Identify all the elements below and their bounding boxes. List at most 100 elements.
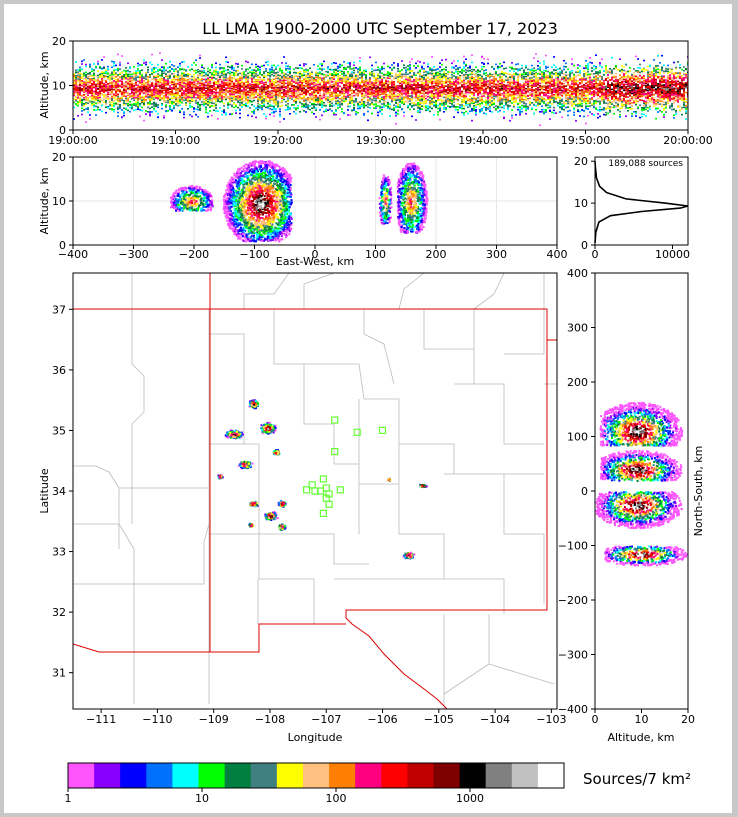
time-height-source-mark bbox=[147, 69, 149, 71]
time-height-source-mark bbox=[89, 66, 91, 68]
time-height-source-mark bbox=[193, 79, 195, 81]
time-height-source-mark bbox=[285, 91, 287, 93]
time-height-source-mark bbox=[189, 83, 191, 86]
time-height-source-mark bbox=[169, 93, 171, 96]
time-height-source-mark bbox=[223, 72, 225, 75]
time-height-source-mark bbox=[257, 106, 259, 109]
time-height-source-mark bbox=[205, 101, 207, 103]
time-height-source-mark bbox=[305, 63, 307, 65]
time-height-source-mark bbox=[185, 85, 187, 88]
time-height-source-mark bbox=[147, 106, 149, 109]
time-height-source-mark bbox=[319, 109, 321, 111]
time-height-source-mark bbox=[253, 85, 255, 87]
time-height-source-mark bbox=[185, 73, 187, 76]
time-height-source-mark bbox=[277, 95, 279, 98]
time-height-source-mark bbox=[343, 100, 345, 102]
time-height-source-mark bbox=[359, 57, 361, 59]
time-height-source-mark bbox=[123, 82, 125, 84]
time-height-source-mark bbox=[195, 88, 197, 91]
time-height-source-mark bbox=[119, 97, 121, 100]
time-height-source-mark bbox=[335, 102, 337, 105]
time-height-source-mark bbox=[133, 75, 135, 78]
time-height-source-mark bbox=[95, 92, 97, 95]
time-height-source-mark bbox=[361, 72, 363, 75]
time-height-source-mark bbox=[103, 66, 105, 69]
time-height-source-mark bbox=[79, 84, 81, 87]
time-height-source-mark bbox=[213, 109, 215, 112]
time-height-source-mark bbox=[363, 85, 365, 88]
time-height-source-mark bbox=[223, 105, 225, 107]
figure-frame: LL LMA 1900-2000 UTC September 17, 2023 … bbox=[4, 4, 732, 813]
time-height-source-mark bbox=[215, 82, 217, 85]
time-height-source-mark bbox=[113, 93, 115, 95]
time-height-source-mark bbox=[307, 81, 309, 84]
time-height-source-mark bbox=[213, 102, 215, 105]
time-height-source-mark bbox=[141, 88, 143, 90]
time-height-source-mark bbox=[251, 92, 253, 94]
time-height-source-mark bbox=[231, 90, 233, 93]
time-height-source-mark bbox=[353, 94, 355, 97]
time-height-source-mark bbox=[99, 96, 101, 99]
time-height-source-mark bbox=[305, 68, 307, 71]
time-height-source-mark bbox=[277, 88, 279, 90]
time-height-source-mark bbox=[85, 82, 87, 85]
time-height-source-mark bbox=[85, 71, 87, 74]
time-height-source-mark bbox=[313, 99, 315, 102]
time-height-source-mark bbox=[317, 101, 319, 103]
time-height-source-mark bbox=[251, 74, 253, 77]
time-height-source-mark bbox=[195, 64, 197, 66]
time-height-source-mark bbox=[151, 70, 153, 72]
time-height-source-mark bbox=[329, 89, 331, 91]
time-height-source-mark bbox=[273, 108, 275, 110]
time-height-source-mark bbox=[313, 106, 315, 108]
time-height-source-mark bbox=[143, 84, 145, 86]
time-height-source-mark bbox=[147, 80, 149, 83]
time-height-source-mark bbox=[295, 101, 297, 103]
time-height-source-mark bbox=[127, 84, 129, 87]
time-height-source-mark bbox=[295, 102, 297, 104]
time-height-source-mark bbox=[209, 101, 211, 104]
time-height-source-mark bbox=[267, 105, 269, 108]
time-height-source-mark bbox=[121, 55, 123, 57]
time-height-source-mark bbox=[113, 110, 115, 113]
time-height-source-mark bbox=[127, 81, 129, 83]
time-height-source-mark bbox=[219, 107, 221, 109]
time-height-source-mark bbox=[91, 87, 93, 90]
time-height-source-mark bbox=[139, 102, 141, 105]
time-height-source-mark bbox=[155, 89, 157, 92]
time-height-source-mark bbox=[123, 112, 125, 114]
time-height-source-mark bbox=[355, 81, 357, 83]
time-height-source-mark bbox=[211, 82, 213, 84]
time-height-source-mark bbox=[197, 78, 199, 80]
time-height-source-mark bbox=[239, 116, 241, 119]
time-height-source-mark bbox=[99, 83, 101, 86]
time-height-source-mark bbox=[257, 79, 259, 81]
time-height-source-mark bbox=[197, 79, 199, 82]
time-height-source-mark bbox=[337, 83, 339, 85]
time-height-source-mark bbox=[81, 101, 83, 103]
time-height-source-mark bbox=[209, 99, 211, 102]
time-height-source-mark bbox=[85, 96, 87, 98]
time-height-source-mark bbox=[79, 68, 81, 71]
time-height-source-mark bbox=[115, 94, 117, 97]
time-height-source-mark bbox=[177, 97, 179, 99]
time-height-source-mark bbox=[245, 89, 247, 91]
time-height-source-mark bbox=[237, 101, 239, 103]
time-height-source-mark bbox=[223, 109, 225, 111]
time-height-source-mark bbox=[347, 88, 349, 91]
time-height-source-mark bbox=[309, 98, 311, 100]
time-height-source-mark bbox=[277, 100, 279, 103]
time-height-source-mark bbox=[265, 115, 267, 118]
time-height-source-mark bbox=[275, 96, 277, 99]
time-height-source-mark bbox=[129, 110, 131, 113]
time-height-source-mark bbox=[133, 104, 135, 106]
time-height-source-mark bbox=[359, 85, 361, 88]
time-height-source-mark bbox=[269, 69, 271, 72]
time-height-source-mark bbox=[253, 76, 255, 79]
time-height-source-mark bbox=[265, 91, 267, 94]
time-height-source-mark bbox=[199, 90, 201, 92]
time-height-source-mark bbox=[171, 79, 173, 81]
time-height-source-mark bbox=[361, 81, 363, 84]
time-height-source-mark bbox=[253, 89, 255, 92]
time-height-source-mark bbox=[263, 98, 265, 101]
